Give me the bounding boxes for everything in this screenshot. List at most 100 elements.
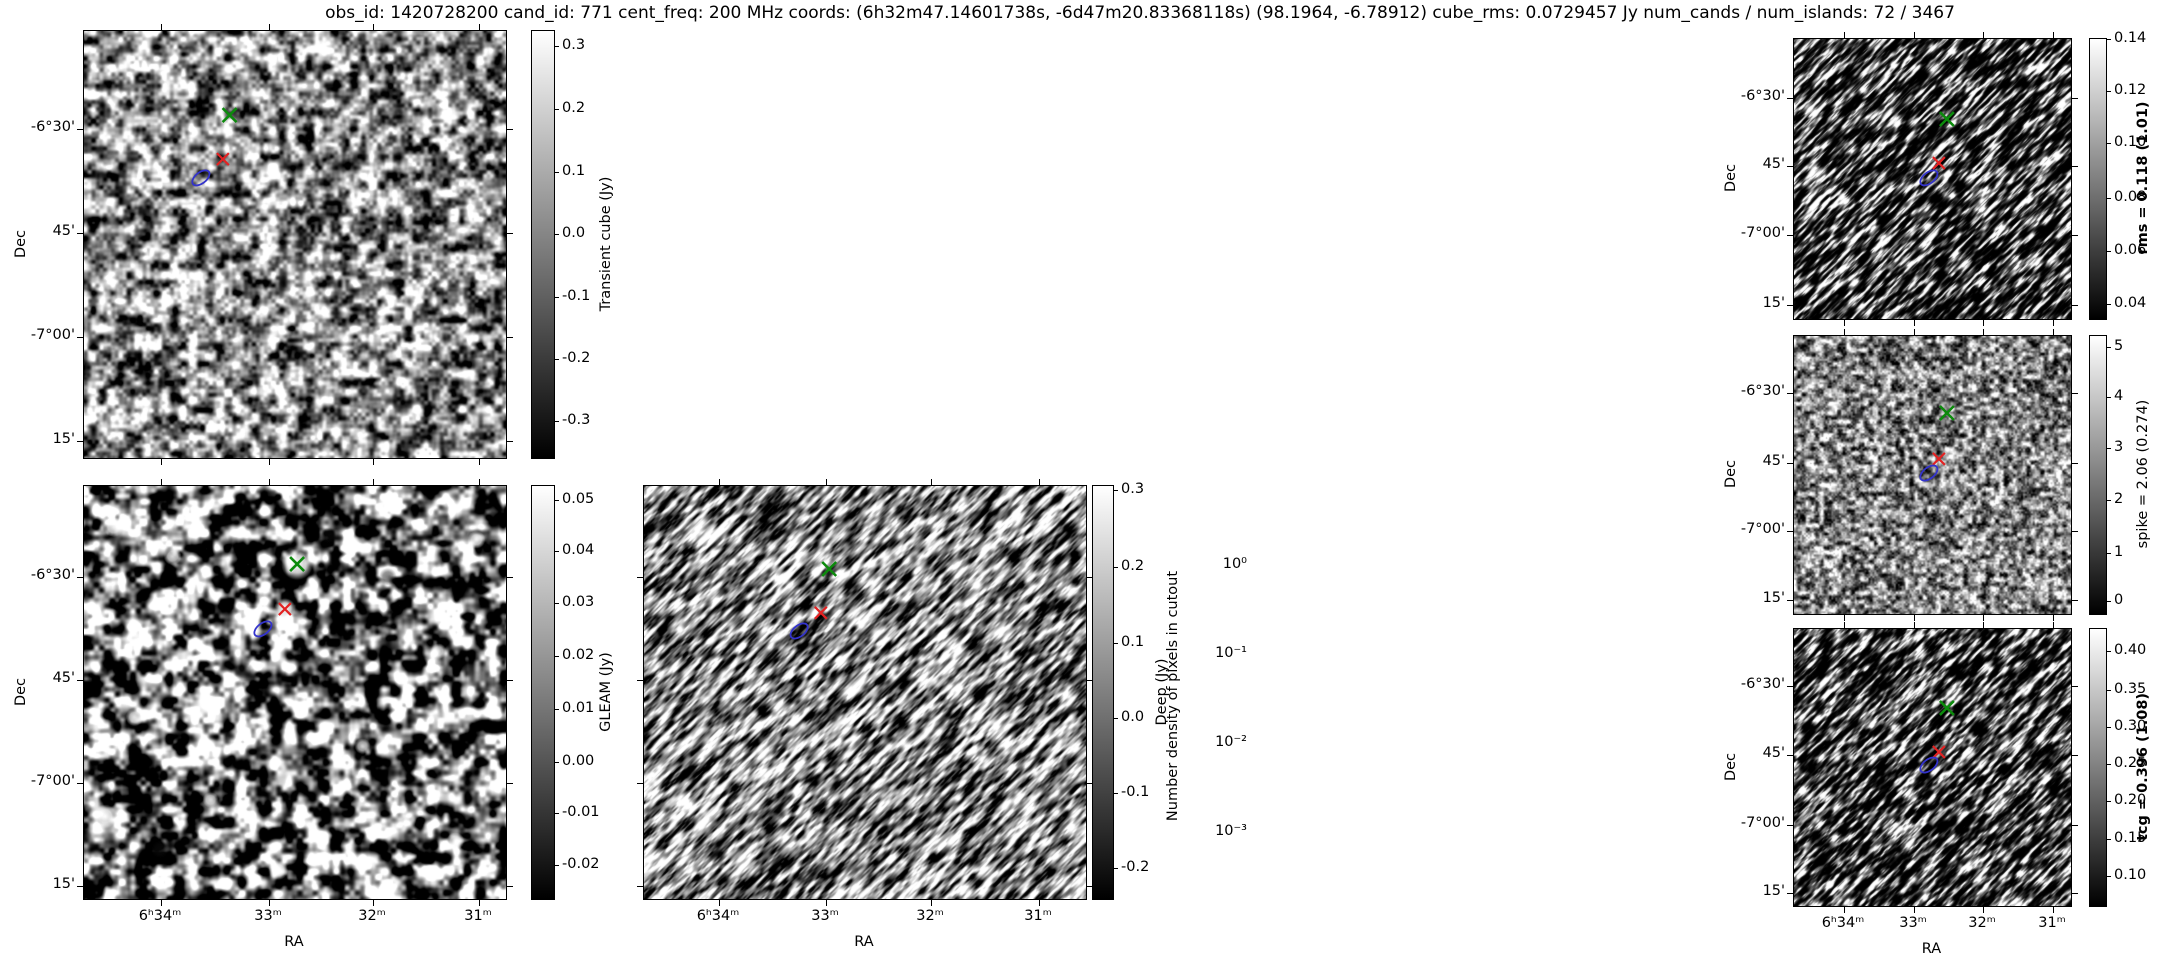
colorbar-tick-label: 0.40 [2114,642,2147,658]
colorbar-tick [2106,764,2111,765]
axis-tick [1914,32,1915,39]
colorbar-tick-label: 0.0 [562,225,586,241]
colorbar-tick [2106,801,2111,802]
axis-tick [269,479,270,486]
axis-tick [161,24,162,31]
colorbar-tick [554,500,559,501]
axis-tick [506,441,513,442]
spike-colorbar-label: spike = 2.06 (0.274) [2135,399,2151,549]
axis-tick [506,886,513,887]
axis-tick [1086,680,1093,681]
candidate-position-x-icon [1932,452,1946,466]
colorbar-tick-label: 0.02 [562,647,595,663]
marker-overlay [253,556,306,638]
colorbar-tick-label: 3 [2114,439,2124,455]
colorbar-tick [554,297,559,298]
axis-tick [2071,893,2078,894]
colorbar-tick-label: 0.30 [2114,718,2147,734]
colorbar-tick-label: 0.04 [2114,295,2147,311]
colorbar-tick [554,656,559,657]
axis-tick [1039,899,1040,906]
dec-tick-label: 45' [1762,156,1785,172]
colorbar-tick [554,551,559,552]
axis-tick [2071,463,2078,464]
colorbar-tick [554,421,559,422]
axis-tick [931,479,932,486]
tcg-image [1794,629,2071,906]
ra-tick-label: 31ᵐ [2038,915,2066,931]
dec-axis-label: Dec [1723,163,1739,193]
axis-tick [1086,783,1093,784]
axis-tick [479,479,480,486]
axis-tick [1787,531,1794,532]
axis-tick [479,24,480,31]
colorbar-tick [554,865,559,866]
axis-tick [1787,893,1794,894]
axis-tick [506,577,513,578]
ra-axis-label: RA [1921,941,1942,957]
colorbar-tick-label: 0.12 [2114,82,2147,98]
marker-overlay [789,561,838,640]
colorbar-tick-label: -0.1 [562,288,591,304]
axis-tick [1039,479,1040,486]
density-tick-label: 10⁻² [1215,734,1247,751]
colorbar-tick [554,172,559,173]
axis-tick [373,479,374,486]
dec-axis-label: Dec [1723,459,1739,489]
axis-tick [77,680,84,681]
spike-panel [1787,329,2078,621]
colorbar-tick-label: 0.3 [562,37,586,53]
axis-tick [1787,463,1794,464]
axis-tick [2071,393,2078,394]
axis-tick [1983,614,1984,621]
transient_cube-colorbar-label: Transient cube (Jy) [598,176,614,311]
axis-tick [1914,622,1915,629]
tcg-colorbar [2089,628,2107,907]
axis-tick [77,233,84,234]
colorbar-tick [2106,690,2111,691]
axis-tick [826,479,827,486]
gleam-image [84,486,506,899]
colorbar-tick [554,109,559,110]
colorbar-tick [1113,490,1118,491]
axis-tick [506,337,513,338]
colorbar-tick-label: 0.10 [2114,867,2147,883]
colorbar-tick-label: 4 [2114,388,2124,404]
axis-tick [77,577,84,578]
axis-tick [2053,329,2054,336]
deep-image [644,486,1086,899]
axis-tick [269,899,270,906]
colorbar-tick-label: 0.10 [2114,134,2147,150]
axis-tick [77,337,84,338]
axis-tick [2071,166,2078,167]
axis-tick [479,899,480,906]
colorbar-tick-label: 0.15 [2114,830,2147,846]
axis-tick [719,899,720,906]
colorbar-tick-label: 0.05 [562,491,595,507]
colorbar-tick-label: 0.3 [1121,481,1145,497]
axis-tick [1914,614,1915,621]
axis-tick [1787,166,1794,167]
colorbar-tick-label: 0.0 [1121,709,1145,725]
colorbar-tick [2106,839,2111,840]
dec-tick-label: -6°30' [1740,676,1785,692]
ra-axis-label: RA [284,934,304,950]
colorbar-tick-label: 0.1 [1121,634,1145,650]
colorbar-tick [2106,251,2111,252]
axis-tick [1787,98,1794,99]
colorbar-tick-label: -0.01 [562,804,600,820]
axis-tick [373,899,374,906]
axis-tick [506,783,513,784]
axis-tick [2071,825,2078,826]
axis-tick [1983,32,1984,39]
dec-tick-label: 15' [52,431,75,447]
colorbar-tick-label: 0.00 [562,753,595,769]
known-source-x-icon [221,107,238,124]
axis-tick [1787,825,1794,826]
dec-tick-label: 45' [1762,745,1785,761]
dec-tick-label: -7°00' [30,773,75,789]
axis-tick [2071,235,2078,236]
deep-panel [637,479,1093,906]
gleam-colorbar-label: GLEAM (Jy) [598,651,614,732]
